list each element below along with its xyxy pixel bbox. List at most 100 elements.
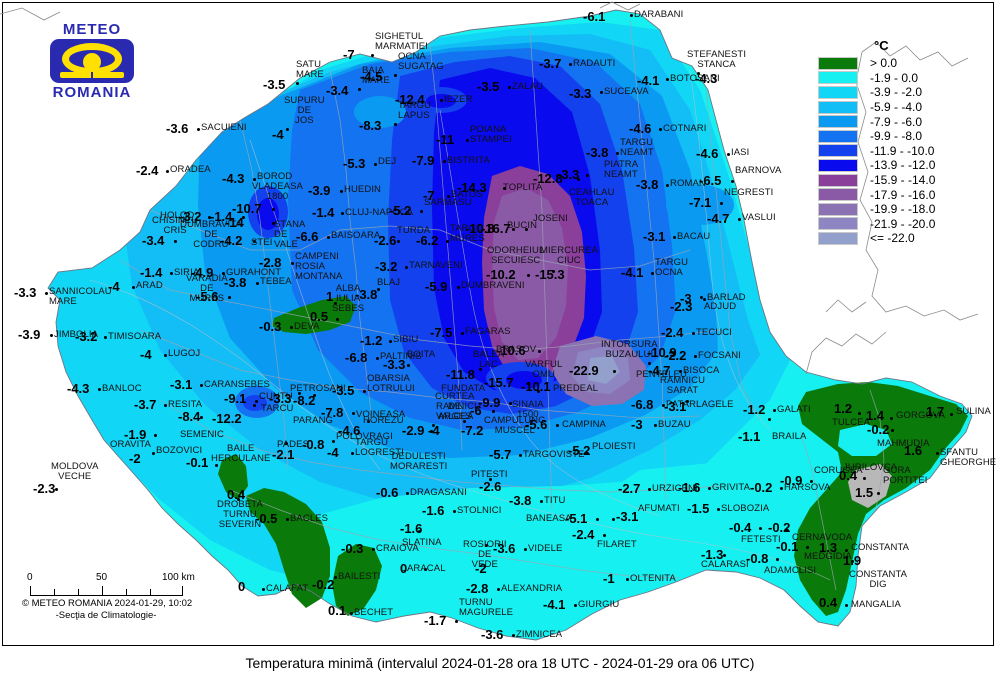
- station-point: [430, 430, 433, 433]
- logo-bottom-text: ROMANIA: [52, 84, 132, 101]
- legend-label: -3.9 - -2.0: [870, 85, 923, 100]
- station-value: -2.8: [259, 255, 282, 270]
- legend-row: -3.9 - -2.0: [818, 85, 988, 100]
- station-point: [686, 400, 689, 403]
- station-value: -3.8: [586, 145, 609, 160]
- station-value: -8.4: [178, 409, 201, 424]
- station-value: -5.2: [568, 443, 591, 458]
- station-name: OCNA SUGATAG: [398, 51, 444, 72]
- station-point: [174, 240, 177, 243]
- temperature-field: [0, 1, 979, 641]
- station-value: -6.8: [345, 350, 368, 365]
- station-name: ODORHEIUL SECUIESC: [487, 245, 545, 266]
- station-point: [334, 576, 337, 579]
- station-point: [255, 400, 258, 403]
- above-zero-regions: [218, 296, 968, 616]
- station-name: BAILE HERCULANE: [211, 443, 271, 464]
- legend-swatch: [818, 144, 858, 158]
- station-name: FILARET: [597, 539, 637, 550]
- station-value: -3.8: [355, 287, 378, 302]
- station-point: [242, 216, 245, 219]
- legend-swatch: [818, 158, 858, 172]
- station-name: STEI: [251, 237, 273, 248]
- station-point: [228, 296, 231, 299]
- station-value: -4.7: [707, 211, 730, 226]
- station-value: -3.6: [493, 541, 516, 556]
- station-name: TULCEA: [832, 417, 871, 428]
- station-value: -2.6: [374, 233, 397, 248]
- station-name: SIRIA: [174, 267, 200, 278]
- station-point: [443, 160, 446, 163]
- scale-bar: 0 50 100 km © METEO ROMANIA 2024-01-29, …: [22, 572, 272, 621]
- station-name: PARANG: [293, 415, 334, 426]
- station-value: -1.9: [124, 427, 147, 442]
- station-name: SACUIENI: [201, 122, 247, 133]
- station-point: [630, 14, 633, 17]
- station-name: BOITA: [407, 349, 436, 360]
- station-value: 0.5: [310, 309, 329, 324]
- station-value: -4.2: [220, 233, 243, 248]
- station-name: COTNARI: [663, 123, 707, 134]
- legend-unit-label: °C: [874, 38, 889, 53]
- station-name: JIMBOLIA: [54, 329, 99, 340]
- station-value: -0.2: [768, 520, 791, 535]
- station-name: CLUJ-NAPOCA: [345, 207, 414, 218]
- station-point: [440, 99, 443, 102]
- station-point: [673, 236, 676, 239]
- station-name: RAMNICU SARAT: [660, 375, 706, 396]
- station-value: -0.8: [746, 551, 769, 566]
- station-value: -2: [129, 451, 141, 466]
- station-name: STEFANESTI STANCA: [687, 49, 747, 70]
- station-name: GALATI: [777, 404, 811, 415]
- station-name: JURILOVCA: [843, 462, 898, 473]
- station-value: -0.3: [341, 541, 364, 556]
- station-name: CALARASI: [701, 559, 749, 570]
- station-name: ADAMCLISI: [764, 565, 817, 576]
- station-point: [574, 604, 577, 607]
- legend-swatch: [818, 129, 858, 143]
- station-value: -8.3: [359, 118, 382, 133]
- station-name: TARGU MURES: [450, 223, 485, 244]
- station-point: [358, 88, 361, 91]
- logo-emblem: [50, 39, 134, 83]
- station-name: SIGHETUL MARMATIEI: [375, 31, 428, 52]
- station-name: BARNOVA: [735, 165, 782, 176]
- station-point: [352, 412, 355, 415]
- station-name: CRAIOVA: [376, 543, 419, 554]
- station-name: DEJ: [378, 156, 397, 167]
- station-name: MEDGIDIA: [804, 551, 852, 562]
- station-point: [485, 544, 488, 547]
- temperature-legend: °C > 0.0 -1.9 - 0.0 -3.9 - -2.0 -5.9 - -4.0…: [818, 38, 988, 246]
- station-name: BRASOV: [496, 344, 537, 355]
- station-value: -3.1: [643, 229, 666, 244]
- station-point: [651, 272, 654, 275]
- station-point: [700, 296, 703, 299]
- station-name: DEDULESTI MORARESTI: [390, 451, 448, 472]
- station-point: [603, 534, 606, 537]
- station-point: [694, 355, 697, 358]
- station-name: BALEA LAC: [473, 349, 505, 370]
- legend-label: -21.9 - -20.0: [870, 216, 936, 231]
- station-name: HUEDIN: [344, 184, 382, 195]
- station-value: -3.3: [569, 86, 592, 101]
- station-value: -3.1: [664, 399, 687, 414]
- station-point: [420, 210, 423, 213]
- station-point: [340, 190, 343, 193]
- legend-label: <= -22.0: [870, 231, 915, 246]
- logo-ring-shape: [62, 43, 122, 75]
- station-name: BOTOSANI: [670, 73, 720, 84]
- station-point: [164, 404, 167, 407]
- scale-tick-50: 50: [96, 572, 108, 583]
- station-value: -3.2: [375, 259, 398, 274]
- scale-bar-graphic: [22, 586, 272, 596]
- station-value: -6.8: [631, 397, 654, 412]
- station-point: [166, 170, 169, 173]
- neighbour-borders: [0, 1, 979, 375]
- station-name: OLTENITA: [630, 573, 676, 584]
- station-value: -11: [436, 132, 455, 147]
- station-point: [466, 139, 469, 142]
- station-name: GURAHONT: [226, 267, 282, 278]
- station-name: TURNU MAGURELE: [459, 597, 514, 618]
- station-point: [759, 527, 762, 530]
